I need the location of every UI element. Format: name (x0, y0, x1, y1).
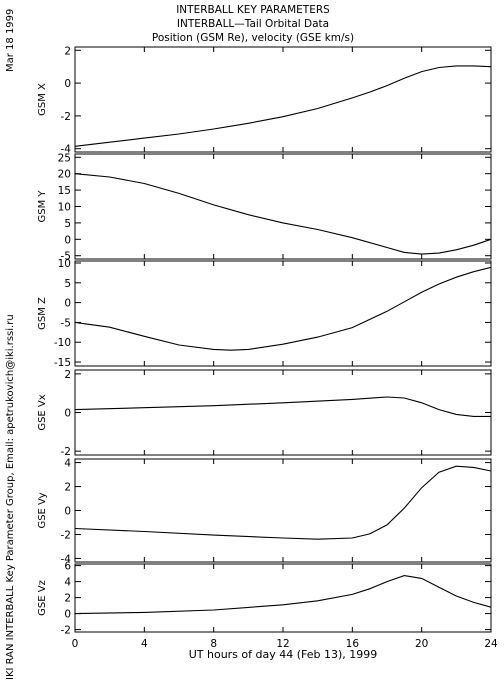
y-tick-label: 5 (64, 278, 71, 290)
y-axis-label: GSM X (37, 83, 48, 116)
y-axis-label: GSE Vx (37, 394, 48, 430)
y-tick-label: -10 (54, 337, 71, 349)
y-tick-label: 20 (58, 169, 71, 181)
series-line (74, 575, 492, 615)
y-tick-label: 10 (58, 202, 71, 214)
y-tick-label: 0 (64, 78, 71, 90)
y-tick-label: 0 (64, 506, 71, 518)
y-tick-label: 0 (64, 408, 71, 420)
y-tick-label: -5 (61, 317, 71, 329)
y-tick-label: -4 (61, 553, 72, 565)
y-tick-label: 15 (58, 185, 71, 197)
y-tick-label: 2 (64, 482, 71, 494)
y-tick-label: 10 (58, 258, 71, 270)
y-axis-label: GSM Z (37, 297, 48, 330)
y-tick-label: -2 (61, 446, 71, 458)
y-tick-label: 2 (64, 45, 71, 57)
y-tick-label: 2 (64, 369, 71, 381)
y-tick-label: -2 (61, 111, 71, 123)
y-tick-label: 4 (64, 458, 71, 470)
y-tick-label: -2 (61, 529, 71, 541)
y-tick-label: -2 (61, 625, 71, 637)
x-tick-label: 8 (210, 638, 217, 650)
y-axis-label: GSE Vy (37, 492, 48, 528)
x-tick-label: 0 (72, 638, 79, 650)
series-line (74, 173, 492, 255)
series-line (74, 465, 492, 540)
panel-frame (74, 563, 492, 633)
panel-frame (74, 369, 492, 456)
header-title: INTERBALL KEY PARAMETERS (176, 4, 330, 16)
series-line (74, 266, 492, 351)
x-tick-label: 24 (484, 638, 498, 650)
x-axis-title: UT hours of day 44 (Feb 13), 1999 (189, 648, 378, 661)
series-line (74, 396, 491, 417)
y-tick-label: 0 (64, 609, 71, 621)
side-date: Mar 18 1999 (5, 9, 16, 72)
x-tick-label: 12 (276, 638, 289, 650)
y-tick-label: -5 (61, 251, 71, 263)
panel-frame (74, 46, 492, 153)
y-tick-label: -4 (61, 144, 72, 156)
y-tick-label: 25 (58, 152, 71, 164)
y-tick-label: 0 (64, 234, 71, 246)
panel-frame (74, 458, 492, 563)
y-tick-label: 2 (64, 593, 71, 605)
header-subtitle: INTERBALL—Tail Orbital Data (177, 18, 329, 30)
header-units: Position (GSM Re), velocity (GSE km/s) (152, 32, 354, 44)
y-tick-label: 0 (64, 298, 71, 310)
y-tick-label: 5 (64, 218, 71, 230)
series-line (74, 65, 492, 147)
side-credit: IKI RAN INTERBALL Key Parameter Group, E… (5, 314, 16, 680)
panel-frame (74, 260, 492, 367)
y-axis-label: GSE Vz (37, 580, 48, 616)
panel-frame (74, 153, 492, 260)
x-tick-label: 20 (415, 638, 428, 650)
x-tick-label: 16 (346, 638, 360, 650)
x-tick-label: 4 (141, 638, 148, 650)
y-axis-label: GSM Y (37, 190, 48, 223)
y-tick-label: 4 (64, 577, 71, 589)
y-tick-label: -15 (54, 357, 71, 369)
y-tick-label: 6 (64, 561, 71, 573)
